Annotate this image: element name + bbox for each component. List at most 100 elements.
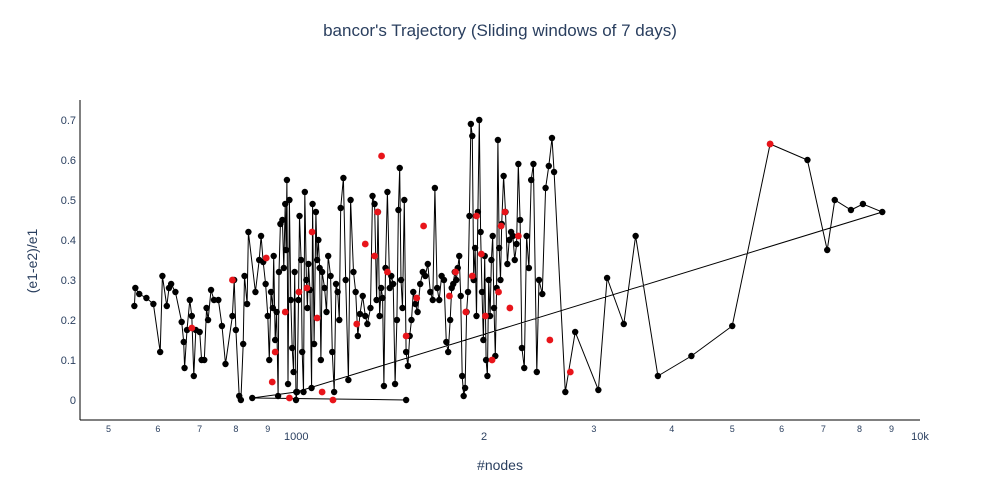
data-point (654, 372, 662, 380)
y-axis-title: (e1-e2)/e1 (24, 228, 40, 293)
highlighted-data-point (501, 208, 509, 216)
highlighted-data-point (546, 336, 554, 344)
data-point (332, 280, 340, 288)
data-point (295, 296, 302, 304)
x-tick-label: 7 (197, 424, 202, 434)
highlighted-data-point (371, 252, 378, 260)
data-point (495, 244, 503, 252)
data-point (412, 300, 419, 308)
data-point (336, 316, 343, 324)
data-point (364, 320, 371, 328)
y-tick-label: 0.2 (61, 315, 76, 327)
data-point (321, 284, 328, 292)
highlighted-data-point (271, 348, 279, 356)
data-point (304, 304, 311, 312)
data-point (352, 288, 359, 296)
data-point (396, 164, 403, 172)
data-point (196, 328, 203, 336)
data-point (334, 288, 341, 296)
data-point (824, 246, 831, 254)
data-point (373, 296, 380, 304)
highlighted-data-point (268, 378, 276, 386)
data-point (270, 252, 277, 260)
data-point (245, 228, 252, 236)
data-point (632, 232, 639, 240)
data-point (457, 292, 464, 300)
data-point (186, 296, 194, 304)
highlighted-data-point (766, 140, 774, 148)
data-point (290, 368, 297, 376)
data-point (342, 276, 349, 284)
highlighted-data-point (452, 268, 459, 276)
data-point (395, 206, 402, 214)
data-point (393, 316, 401, 324)
data-point (172, 288, 179, 296)
data-point (380, 382, 388, 390)
x-tick-label: 9 (265, 424, 270, 434)
data-point (132, 284, 139, 292)
data-point (399, 304, 406, 312)
data-point (688, 352, 695, 360)
y-tick-label: 0.6 (61, 155, 76, 167)
data-point (804, 156, 811, 164)
data-point (443, 338, 450, 346)
data-point (401, 196, 408, 204)
data-point (354, 332, 362, 340)
data-point (389, 280, 397, 288)
data-point (516, 216, 524, 224)
data-point (460, 392, 467, 400)
data-point (548, 134, 556, 142)
data-point (488, 256, 495, 264)
data-point (204, 316, 212, 324)
data-point (330, 388, 338, 396)
data-point (879, 208, 886, 216)
x-tick-label: 6 (155, 424, 160, 434)
y-tick-label: 0.1 (61, 355, 76, 367)
data-point (267, 288, 275, 296)
data-point (340, 174, 347, 182)
data-point (410, 288, 417, 296)
data-point (464, 288, 472, 296)
highlighted-data-point (473, 212, 480, 220)
data-point (180, 338, 187, 346)
x-tick-label: 5 (730, 424, 735, 434)
data-point (262, 280, 269, 288)
data-point (301, 188, 309, 196)
data-point (239, 340, 247, 348)
highlighted-data-point (420, 222, 428, 230)
highlighted-data-point (462, 308, 470, 316)
data-point (156, 348, 164, 356)
data-point (391, 380, 399, 388)
data-point (484, 372, 491, 380)
highlighted-data-point (488, 356, 496, 364)
trajectory-path (133, 119, 884, 401)
highlighted-data-point (384, 268, 391, 276)
x-tick-label: 6 (779, 424, 784, 434)
data-point (527, 176, 535, 184)
data-point (283, 176, 291, 184)
highlighted-data-point (497, 222, 505, 230)
data-point (275, 268, 283, 276)
highlighted-data-point (413, 294, 421, 302)
data-point (486, 312, 494, 320)
data-point (324, 252, 332, 260)
data-point (327, 272, 334, 280)
data-point (404, 362, 412, 370)
highlighted-data-point (329, 396, 337, 404)
data-point (456, 252, 463, 260)
data-point (446, 316, 454, 324)
data-point (131, 302, 138, 310)
data-point (477, 228, 484, 236)
x-tick-label: 5 (106, 424, 111, 434)
highlighted-data-point (361, 240, 369, 248)
data-point (595, 386, 602, 394)
data-point (288, 344, 296, 352)
data-point (287, 296, 295, 304)
data-point (296, 212, 303, 220)
data-point (252, 288, 259, 296)
data-point (163, 302, 171, 310)
data-point (337, 204, 344, 212)
data-point (433, 284, 441, 292)
data-point (286, 196, 293, 204)
data-point (207, 286, 215, 294)
